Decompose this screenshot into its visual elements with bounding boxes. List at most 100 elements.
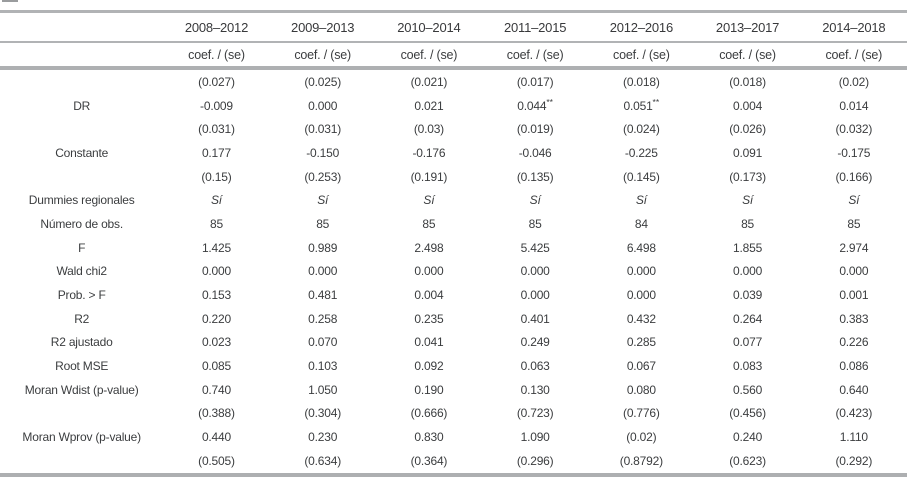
value-cell: 0.023 (201, 335, 231, 350)
value-cell: (0.292) (835, 453, 873, 468)
value-cell: 0.021 (414, 98, 444, 113)
table-body: (0.027) (0.025) (0.021) (0.017) (0.018) (0.01… (0, 68, 907, 475)
value-cell: 0.240 (733, 430, 763, 445)
value-cell: Sí (423, 193, 435, 208)
value-cell: (0.456) (729, 406, 766, 421)
value-cell: 85 (422, 216, 436, 231)
value-cell: (0.018) (623, 74, 660, 89)
table-header: 2008–2012 2009–2013 2010–2014 2011–2015 2012… (0, 12, 907, 68)
value-cell: 85 (316, 216, 330, 231)
value-cell: 0.000 (520, 288, 550, 303)
value-cell: (0.388) (198, 406, 235, 421)
value-cell: 0.039 (733, 288, 763, 303)
row-label: DR (73, 98, 91, 113)
value-cell: 2.974 (839, 240, 869, 255)
value-cell: 0.740 (201, 382, 231, 397)
value-cell: (0.02) (838, 74, 869, 89)
value-cell: (0.423) (835, 406, 873, 421)
year-header-row: 2008–2012 2009–2013 2010–2014 2011–2015 2012… (0, 12, 907, 43)
row-label (0, 402, 163, 426)
year-range-header: 2008–2012 (184, 19, 249, 35)
table-row: F 1.425 0.989 2.498 5.425 6.498 1.855 2.974 (0, 236, 907, 260)
value-cell: (0.032) (835, 122, 873, 137)
value-cell: Sí (529, 193, 541, 208)
significance-stars: ** (652, 96, 660, 107)
table-row: Prob. > F 0.153 0.481 0.004 0.000 0.000 0.039 0… (0, 283, 907, 307)
value-cell: 84 (634, 216, 648, 231)
row-label: Moran Wprov (p-value) (22, 430, 141, 445)
value-cell: (0.364) (410, 453, 448, 468)
table-row: (0.388) (0.304) (0.666) (0.723) (0.776) (0.45… (0, 402, 907, 426)
regression-results-table: 2008–2012 2009–2013 2010–2014 2011–2015 2012… (0, 10, 907, 477)
row-label: Root MSE (55, 359, 109, 374)
value-cell: 0.177 (201, 145, 231, 160)
value-cell: (0.03) (413, 122, 444, 137)
year-range-header: 2009–2013 (291, 19, 355, 35)
year-range-header: 2013–2017 (715, 19, 780, 35)
value-cell: (0.024) (623, 122, 660, 137)
row-label (0, 449, 163, 475)
value-cell: 0.560 (733, 382, 763, 397)
value-cell: (0.191) (410, 169, 448, 184)
value-cell: Sí (635, 193, 647, 208)
value-cell: 0.383 (839, 311, 869, 326)
value-cell: (0.031) (198, 122, 235, 137)
year-range-header: 2014–2018 (822, 19, 886, 35)
significance-stars: ** (546, 96, 553, 107)
value-cell: (0.019) (516, 122, 554, 137)
value-cell: 0.004 (414, 288, 444, 303)
value-cell: -0.046 (518, 145, 552, 160)
row-label (0, 68, 163, 94)
value-cell: 0.989 (308, 240, 338, 255)
value-cell: (0.017) (516, 74, 554, 89)
value-cell: (0.505) (198, 453, 235, 468)
row-label: F (78, 240, 86, 255)
value-cell: 0.153 (201, 288, 231, 303)
value-cell: 0.092 (414, 359, 444, 374)
value-cell: 0.249 (520, 335, 550, 350)
value-cell: 0.077 (733, 335, 763, 350)
value-cell: 85 (741, 216, 755, 231)
value-cell: 1.110 (839, 430, 868, 445)
value-cell: -0.176 (412, 145, 446, 160)
value-cell: (0.296) (516, 453, 554, 468)
value-cell: 0.103 (308, 359, 338, 374)
value-cell: 85 (847, 216, 861, 231)
row-label (0, 117, 163, 141)
value-cell: 85 (209, 216, 223, 231)
value-cell: -0.225 (624, 145, 658, 160)
row-label: Moran Wdist (p-value) (24, 382, 139, 397)
value-cell: (0.666) (410, 406, 448, 421)
value-cell: 0.001 (839, 288, 869, 303)
table-row: (0.15) (0.253) (0.191) (0.135) (0.145) (0.173… (0, 165, 907, 189)
coef-se-subheader: coef. / (se) (188, 47, 245, 62)
value-cell: 0.432 (626, 311, 656, 326)
value-cell: (0.253) (304, 169, 341, 184)
value-cell: 0.000 (733, 264, 763, 279)
value-cell: (0.135) (516, 169, 554, 184)
value-cell: (0.031) (304, 122, 341, 137)
row-label: Constante (55, 145, 109, 160)
table-row: Dummies regionales Sí Sí Sí Sí Sí Sí Sí (0, 188, 907, 212)
corner-cell (0, 42, 163, 68)
coef-se-subheader: coef. / (se) (294, 47, 352, 62)
value-cell: 0.091 (733, 145, 763, 160)
table-row: (0.031) (0.031) (0.03) (0.019) (0.024) (0.026… (0, 117, 907, 141)
value-cell: 0.051** (623, 96, 660, 113)
value-cell: (0.166) (835, 169, 873, 184)
value-cell: 0.000 (201, 264, 231, 279)
value-cell: 6.498 (626, 240, 656, 255)
corner-cell (0, 12, 163, 43)
coef-se-subheader: coef. / (se) (613, 47, 670, 62)
value-cell: -0.175 (837, 145, 871, 160)
value-cell: 0.830 (414, 430, 444, 445)
value-cell: 0.401 (520, 311, 550, 326)
value-cell: 0.083 (733, 359, 763, 374)
value-cell: 0.000 (520, 264, 550, 279)
value-cell: 0.235 (414, 311, 444, 326)
value-cell: 1.090 (520, 430, 550, 445)
table-row: R2 ajustado 0.023 0.070 0.041 0.249 0.285 0.07… (0, 331, 907, 355)
coef-se-subheader: coef. / (se) (506, 47, 564, 62)
value-cell: 0.014 (839, 98, 869, 113)
